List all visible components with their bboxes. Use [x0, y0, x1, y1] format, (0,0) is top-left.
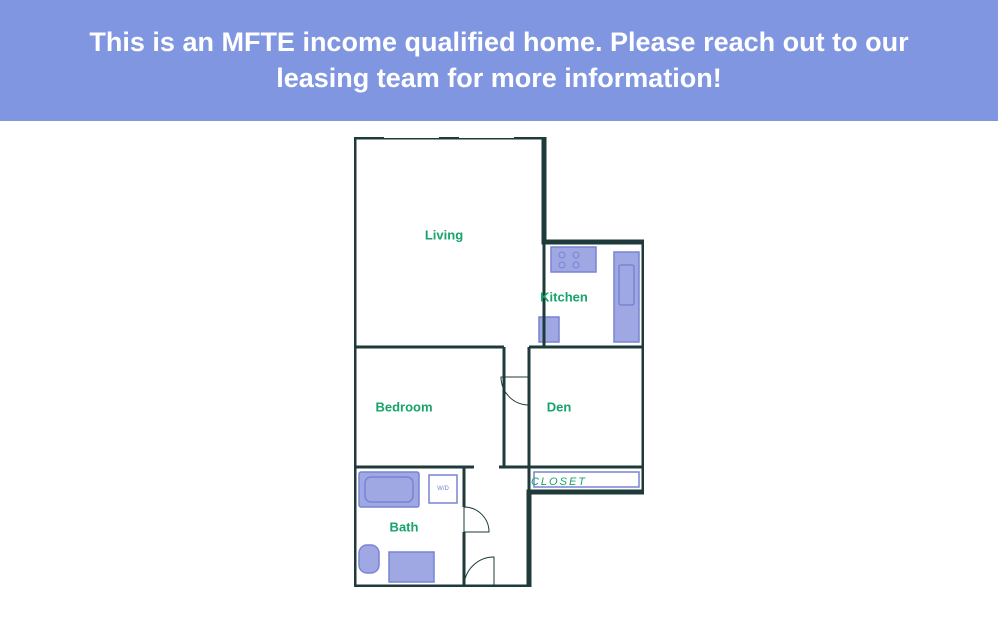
fridge: [539, 317, 559, 342]
living-label: Living: [425, 227, 463, 242]
floorplan: Living Kitchen Bedroom Den Bath CLOSET W/D: [354, 137, 644, 587]
bedroom-label: Bedroom: [375, 399, 432, 414]
toilet: [359, 545, 379, 573]
wd-label: W/D: [437, 486, 449, 492]
banner-text: This is an MFTE income qualified home. P…: [89, 27, 908, 93]
stove: [551, 247, 596, 272]
bath-label: Bath: [390, 519, 419, 534]
closet-label: CLOSET: [531, 476, 587, 488]
info-banner: This is an MFTE income qualified home. P…: [0, 0, 998, 121]
floorplan-container: Living Kitchen Bedroom Den Bath CLOSET W/D: [0, 121, 998, 587]
den-label: Den: [547, 399, 572, 414]
vanity: [389, 552, 434, 582]
kitchen-label: Kitchen: [540, 289, 588, 304]
